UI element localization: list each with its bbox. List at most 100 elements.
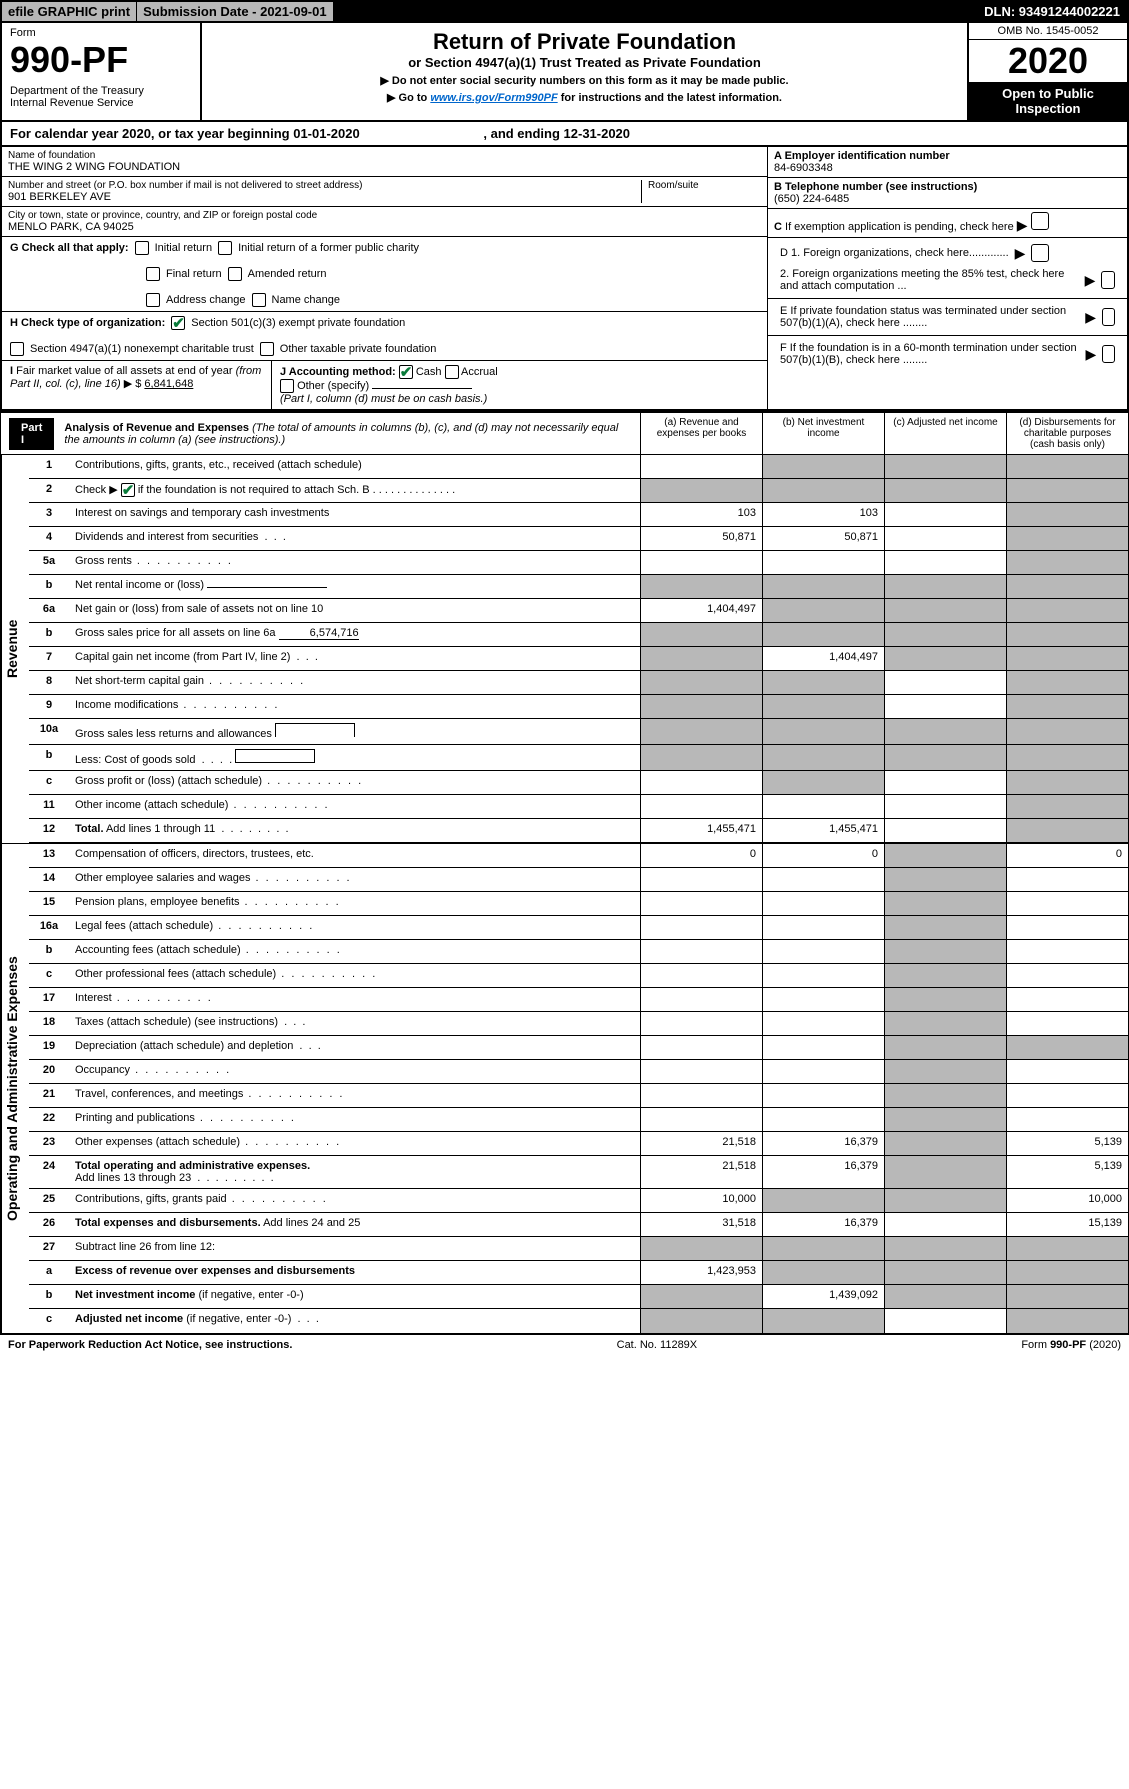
final-return-checkbox[interactable] bbox=[146, 267, 160, 281]
row-num: 20 bbox=[29, 1060, 69, 1083]
amended-return-checkbox[interactable] bbox=[228, 267, 242, 281]
cell-c bbox=[884, 551, 1006, 574]
cell-d bbox=[1006, 795, 1128, 818]
row-num: 7 bbox=[29, 647, 69, 670]
row-num: 24 bbox=[29, 1156, 69, 1188]
cell-b bbox=[762, 916, 884, 939]
omb-label: OMB No. 1545-0052 bbox=[969, 23, 1127, 40]
accrual-checkbox[interactable] bbox=[445, 365, 459, 379]
form-title: Return of Private Foundation bbox=[208, 29, 961, 55]
row-10b: b Less: Cost of goods sold . . . . bbox=[29, 745, 1128, 771]
cell-a: 0 bbox=[640, 844, 762, 867]
501c3-checkbox[interactable] bbox=[171, 316, 185, 330]
cell-d bbox=[1006, 575, 1128, 598]
tax-year: 2020 bbox=[969, 40, 1127, 82]
cell-c bbox=[884, 1156, 1006, 1188]
cell-a: 10,000 bbox=[640, 1189, 762, 1212]
cell-c bbox=[884, 1036, 1006, 1059]
accrual-label: Accrual bbox=[461, 366, 498, 378]
e-checkbox[interactable] bbox=[1102, 308, 1115, 326]
cell-d bbox=[1006, 695, 1128, 718]
name-change-label: Name change bbox=[272, 294, 341, 306]
cell-c bbox=[884, 647, 1006, 670]
cell-c bbox=[884, 844, 1006, 867]
sch-b-checkbox[interactable] bbox=[121, 483, 135, 497]
cell-b bbox=[762, 551, 884, 574]
row-21: 21Travel, conferences, and meetings bbox=[29, 1084, 1128, 1108]
revenue-section: Revenue 1 Contributions, gifts, grants, … bbox=[0, 455, 1129, 844]
efile-label[interactable]: efile GRAPHIC print bbox=[2, 2, 137, 21]
cash-checkbox[interactable] bbox=[399, 365, 413, 379]
cell-d bbox=[1006, 892, 1128, 915]
other-taxable-checkbox[interactable] bbox=[260, 342, 274, 356]
row-num: 2 bbox=[29, 479, 69, 502]
cell-d bbox=[1006, 940, 1128, 963]
4947-checkbox[interactable] bbox=[10, 342, 24, 356]
cell-d bbox=[1006, 916, 1128, 939]
j-note: (Part I, column (d) must be on cash basi… bbox=[280, 393, 487, 405]
cell-a bbox=[640, 1012, 762, 1035]
cell-a: 1,423,953 bbox=[640, 1261, 762, 1284]
initial-former-checkbox[interactable] bbox=[218, 241, 232, 255]
row-label: Total. Add lines 1 through 11 . . . . . … bbox=[69, 819, 640, 842]
cell-d bbox=[1006, 623, 1128, 646]
row-num: 26 bbox=[29, 1213, 69, 1236]
address-cell: Number and street (or P.O. box number if… bbox=[2, 177, 767, 207]
row-num: b bbox=[29, 623, 69, 646]
row-6b: b Gross sales price for all assets on li… bbox=[29, 623, 1128, 647]
row-12: 12 Total. Add lines 1 through 11 . . . .… bbox=[29, 819, 1128, 843]
i-value: 6,841,648 bbox=[144, 378, 193, 390]
row-label: Other expenses (attach schedule) bbox=[69, 1132, 640, 1155]
cell-c bbox=[884, 695, 1006, 718]
row-num: 25 bbox=[29, 1189, 69, 1212]
cell-d: 15,139 bbox=[1006, 1213, 1128, 1236]
row-5b: b Net rental income or (loss) bbox=[29, 575, 1128, 599]
row-label: Depreciation (attach schedule) and deple… bbox=[69, 1036, 640, 1059]
cell-c bbox=[884, 745, 1006, 770]
e-cell: E If private foundation status was termi… bbox=[768, 299, 1127, 336]
initial-return-checkbox[interactable] bbox=[135, 241, 149, 255]
phone-value: (650) 224-6485 bbox=[774, 193, 849, 205]
cell-a bbox=[640, 455, 762, 478]
cell-d bbox=[1006, 1036, 1128, 1059]
row-label: Net gain or (loss) from sale of assets n… bbox=[69, 599, 640, 622]
row-label: Accounting fees (attach schedule) bbox=[69, 940, 640, 963]
cell-c bbox=[884, 623, 1006, 646]
addr-change-checkbox[interactable] bbox=[146, 293, 160, 307]
cell-b bbox=[762, 1261, 884, 1284]
row-27b: bNet investment income (if negative, ent… bbox=[29, 1285, 1128, 1309]
row-num: 9 bbox=[29, 695, 69, 718]
cell-d bbox=[1006, 1084, 1128, 1107]
name-change-checkbox[interactable] bbox=[252, 293, 266, 307]
cell-a bbox=[640, 1084, 762, 1107]
c-checkbox[interactable] bbox=[1031, 212, 1049, 230]
part1-title: Analysis of Revenue and Expenses bbox=[64, 422, 249, 434]
cash-label: Cash bbox=[416, 366, 442, 378]
row-10c: c Gross profit or (loss) (attach schedul… bbox=[29, 771, 1128, 795]
foundation-name-cell: Name of foundation THE WING 2 WING FOUND… bbox=[2, 147, 767, 177]
irs-link[interactable]: www.irs.gov/Form990PF bbox=[430, 92, 557, 104]
footer-right: Form 990-PF (2020) bbox=[1021, 1339, 1121, 1351]
cell-b bbox=[762, 1012, 884, 1035]
cell-a: 1,455,471 bbox=[640, 819, 762, 842]
cell-d bbox=[1006, 551, 1128, 574]
row-num: 21 bbox=[29, 1084, 69, 1107]
cell-d bbox=[1006, 719, 1128, 744]
form-label: Form bbox=[10, 27, 192, 39]
page-footer: For Paperwork Reduction Act Notice, see … bbox=[0, 1334, 1129, 1355]
row-num: 5a bbox=[29, 551, 69, 574]
d1-checkbox[interactable] bbox=[1031, 244, 1049, 262]
cell-c bbox=[884, 1285, 1006, 1308]
other-method-checkbox[interactable] bbox=[280, 379, 294, 393]
row-14: 14Other employee salaries and wages bbox=[29, 868, 1128, 892]
f-checkbox[interactable] bbox=[1102, 345, 1115, 363]
row-num: 22 bbox=[29, 1108, 69, 1131]
row-label: Taxes (attach schedule) (see instruction… bbox=[69, 1012, 640, 1035]
d2-checkbox[interactable] bbox=[1101, 271, 1115, 289]
cell-d bbox=[1006, 964, 1128, 987]
cell-c bbox=[884, 940, 1006, 963]
row-22: 22Printing and publications bbox=[29, 1108, 1128, 1132]
row-label: Total operating and administrative expen… bbox=[69, 1156, 640, 1188]
cell-a bbox=[640, 1237, 762, 1260]
cell-b bbox=[762, 1309, 884, 1333]
